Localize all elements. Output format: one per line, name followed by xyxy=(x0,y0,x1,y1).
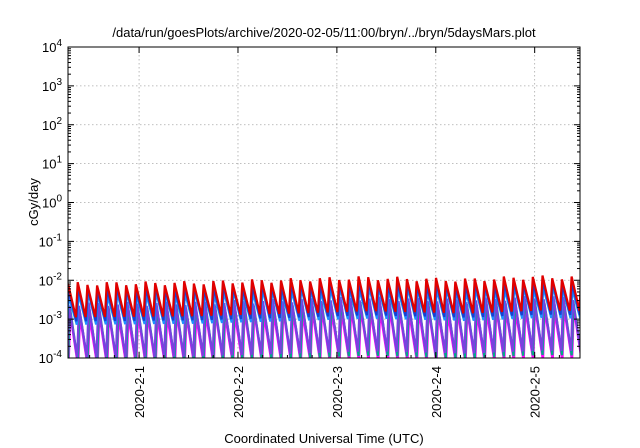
x-tick-label: 2020-2-5 xyxy=(528,366,543,418)
y-tick-label: 10-4 xyxy=(39,349,63,366)
x-tick-label: 2020-2-2 xyxy=(231,366,246,418)
series-line-6 xyxy=(68,275,580,318)
y-tick-label: 10-1 xyxy=(39,232,63,249)
x-axis: 2020-2-1 2020-2-2 2020-2-3 2020-2-4 2020-2-5 xyxy=(89,47,560,418)
y-axis-label: cGy/day xyxy=(26,178,41,226)
y-tick-label: 10-3 xyxy=(39,310,63,327)
chart-title: /data/run/goesPlots/archive/2020-02-05/1… xyxy=(112,25,536,40)
y-tick-label: 101 xyxy=(42,155,62,172)
y-tick-label: 100 xyxy=(42,194,62,211)
y-axis: 104 103 102 101 100 10-1 10-2 10-3 10-4 xyxy=(39,38,580,366)
y-tick-label: 10-2 xyxy=(39,271,63,288)
series-layer xyxy=(68,275,580,358)
y-tick-label: 103 xyxy=(42,77,62,94)
x-axis-label: Coordinated Universal Time (UTC) xyxy=(224,431,423,446)
y-tick-label: 102 xyxy=(42,116,62,133)
x-tick-label: 2020-2-4 xyxy=(429,366,444,418)
x-tick-label: 2020-2-1 xyxy=(132,366,147,418)
series-line-3 xyxy=(68,295,580,358)
x-tick-label: 2020-2-3 xyxy=(330,366,345,418)
y-tick-label: 104 xyxy=(42,38,62,55)
